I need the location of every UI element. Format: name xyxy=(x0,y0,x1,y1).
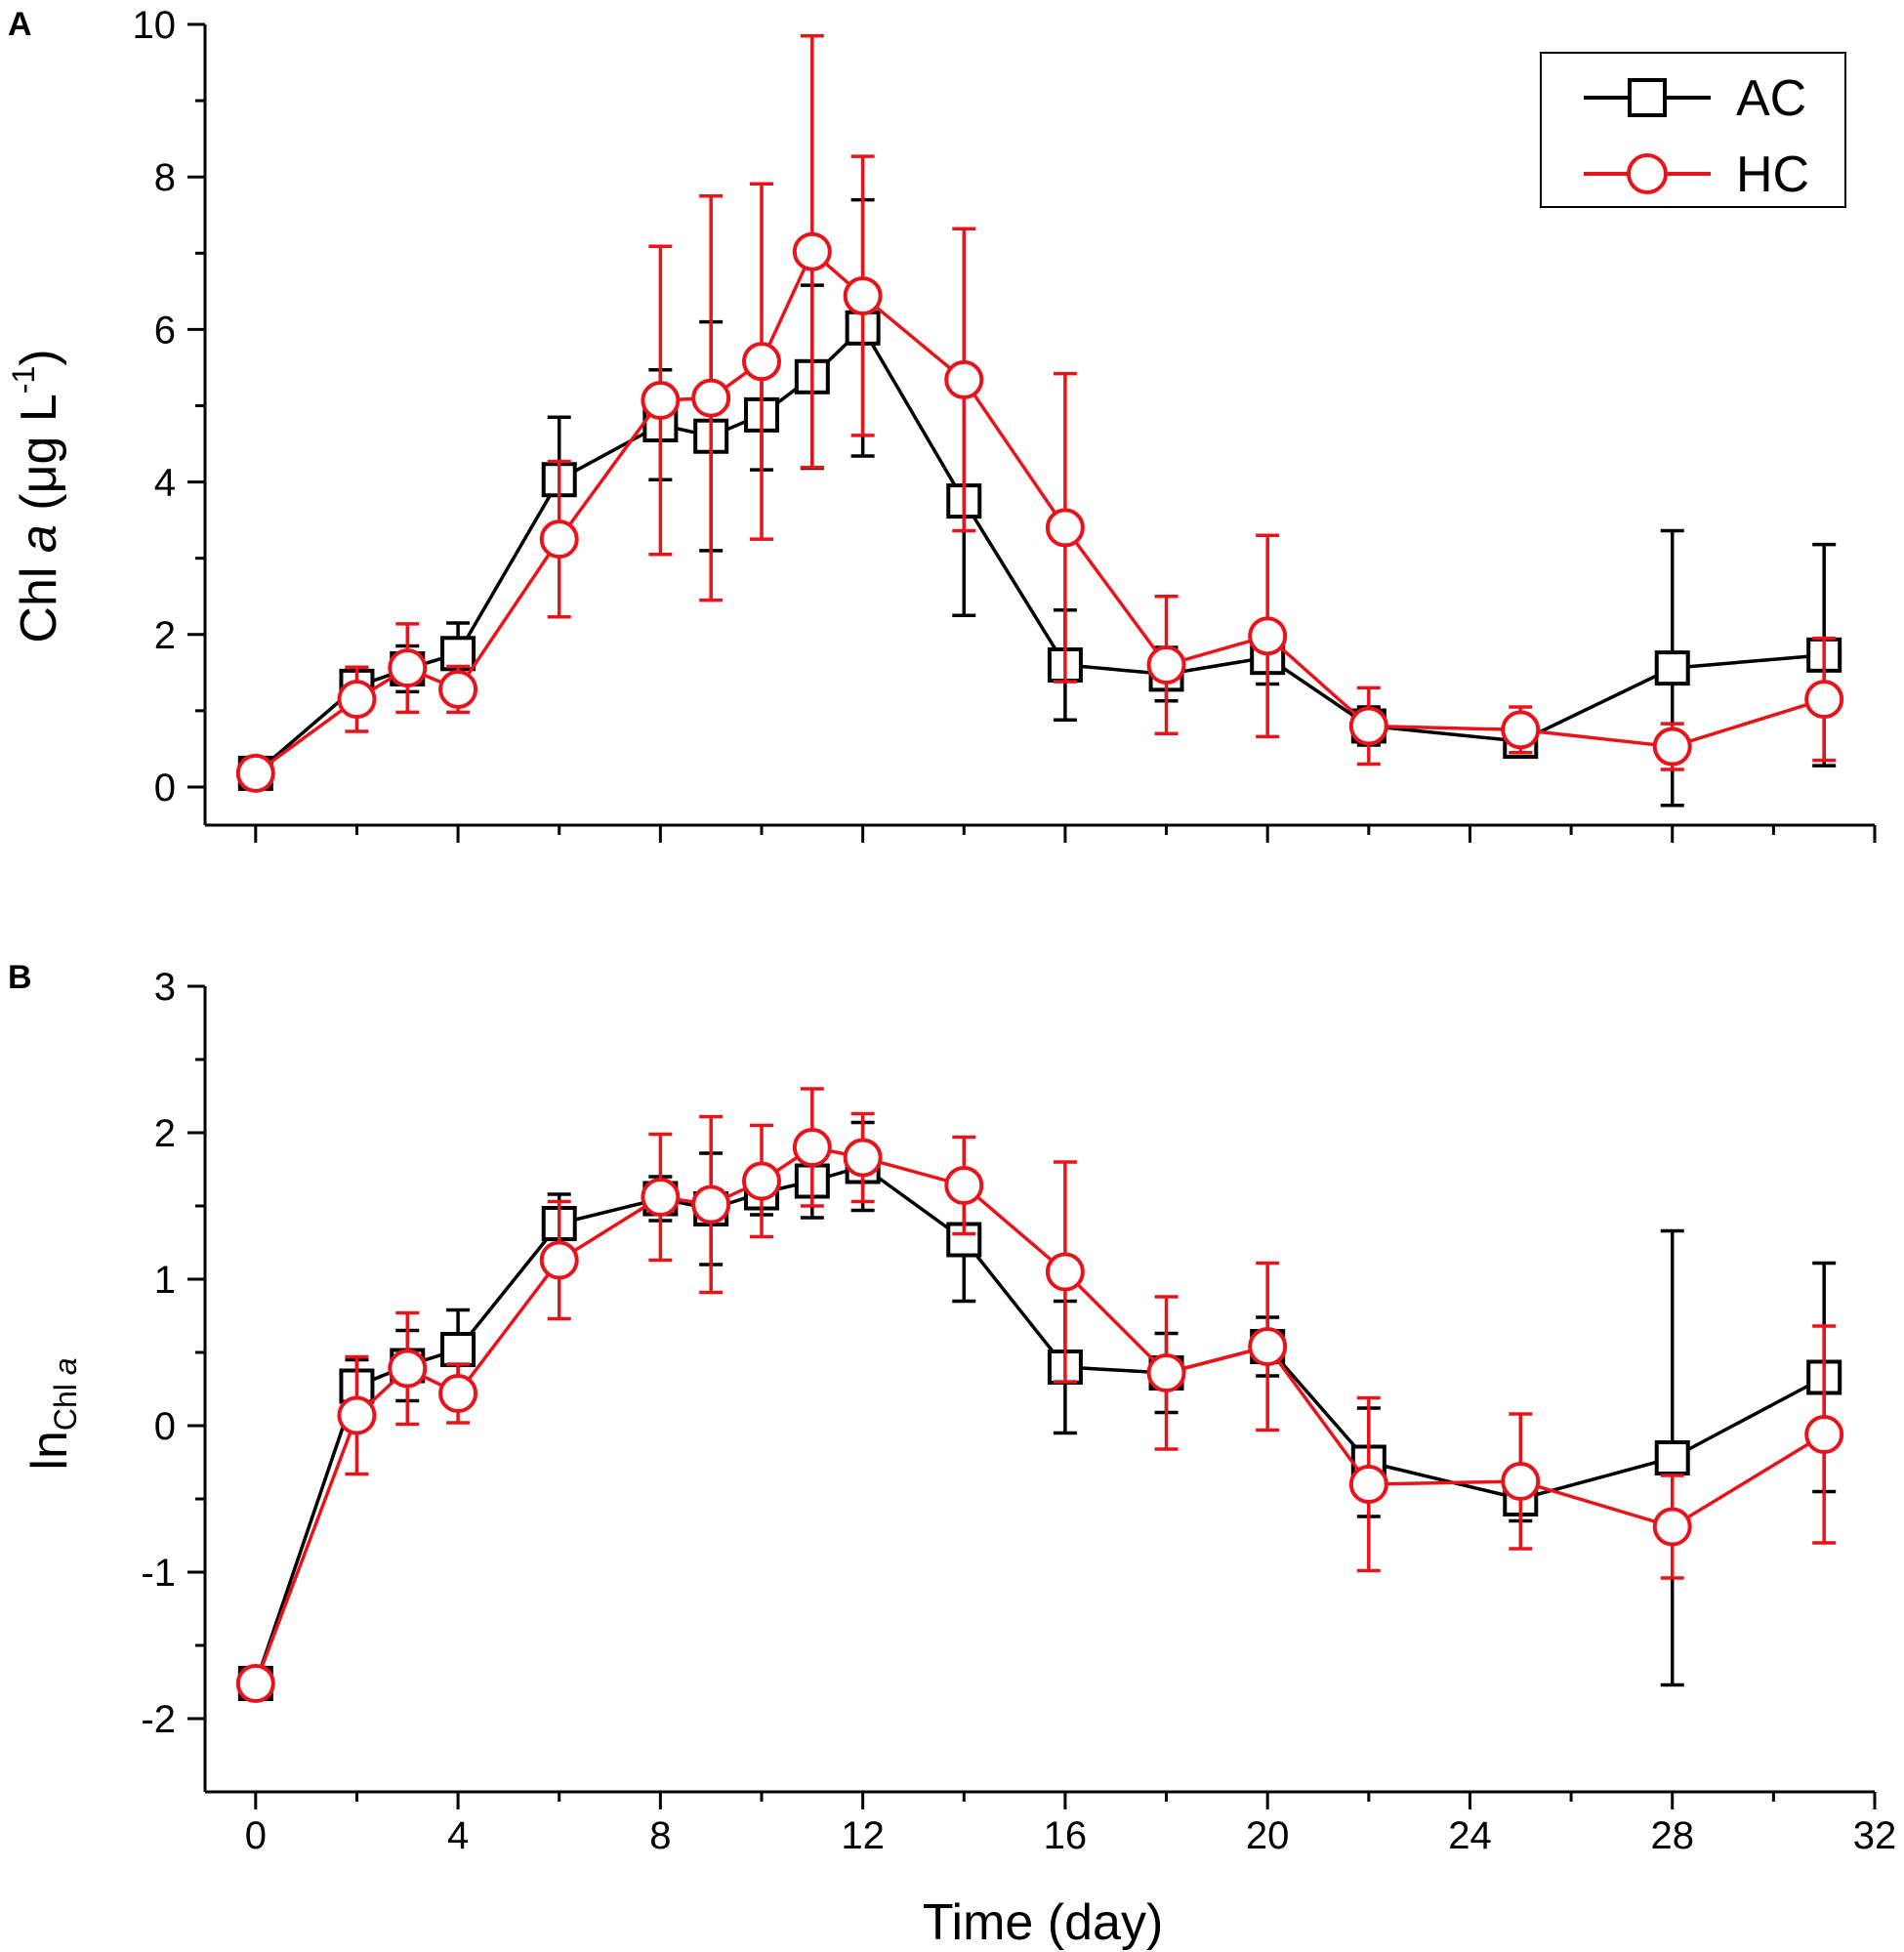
panel-b-x-tick-label: 8 xyxy=(649,1814,671,1857)
data-point xyxy=(235,753,275,793)
panel-b-x-tick-label: 4 xyxy=(447,1814,469,1857)
panel-a-y-axis-title: Chl a (μg L-1) xyxy=(6,349,67,643)
panel-b-y-tick-label: -1 xyxy=(141,1552,176,1595)
data-point xyxy=(1804,1415,1844,1454)
data-point xyxy=(742,1161,781,1201)
panel-b-x-tick-label: 0 xyxy=(245,1814,267,1857)
data-point xyxy=(1045,508,1085,548)
data-point xyxy=(539,1240,579,1280)
data-point xyxy=(440,636,476,672)
panel-b-y-tick-label: -2 xyxy=(141,1698,176,1741)
panel-b-ylabel-sub-prefix: Chl xyxy=(48,1375,83,1431)
data-point xyxy=(438,669,478,709)
panel-b-x-tick-label: 20 xyxy=(1246,1814,1290,1857)
data-point xyxy=(641,1178,681,1217)
panel-a-series-hc xyxy=(235,33,1844,793)
panel-b-x-tick-label: 28 xyxy=(1650,1814,1694,1857)
panel-a-y-tick-label: 10 xyxy=(133,4,177,47)
data-point xyxy=(691,378,731,418)
data-point xyxy=(1146,645,1186,685)
panel-b-x-tick-label: 24 xyxy=(1448,1814,1492,1857)
panel-a-label: A xyxy=(8,6,32,43)
panel-b-series-hc xyxy=(235,1087,1844,1703)
panel-b-series-ac xyxy=(237,1120,1842,1701)
panel-a-series-ac xyxy=(237,197,1842,808)
legend-hc-marker xyxy=(1627,153,1668,194)
panel-a-ylabel-close: ) xyxy=(11,349,67,365)
data-point xyxy=(1146,1353,1186,1392)
panel-b-ylabel-sub-italic: a xyxy=(48,1357,83,1375)
data-point xyxy=(1248,616,1288,656)
data-point xyxy=(337,1395,377,1435)
panel-a: A 0 2 4 6 8 10 Chl a (μg L-1) AC HC xyxy=(6,4,1877,843)
panel-b-label: B xyxy=(8,959,32,996)
data-point xyxy=(1654,1440,1690,1475)
panel-b-y-tick-label: 3 xyxy=(154,966,176,1009)
legend-hc-label: HC xyxy=(1736,146,1809,203)
data-point xyxy=(641,381,681,421)
panel-b-x-tick-label: 16 xyxy=(1044,1814,1088,1857)
panel-a-ylabel-super: -1 xyxy=(6,366,41,394)
panel-b-y-axis-title: lnChl a xyxy=(21,1357,83,1470)
x-axis-title: Time (day) xyxy=(923,1894,1164,1951)
legend-ac-label: AC xyxy=(1736,70,1806,127)
data-point xyxy=(1348,706,1388,746)
series-line xyxy=(254,1145,1826,1684)
data-point xyxy=(742,342,781,382)
data-point xyxy=(691,1184,731,1225)
data-point xyxy=(1501,1462,1541,1501)
panel-a-ylabel-italic: a xyxy=(11,524,67,553)
panel-a-y-tick-label: 2 xyxy=(154,614,176,657)
data-point xyxy=(1348,1465,1388,1504)
panel-b-y-tick-label: 2 xyxy=(154,1112,176,1155)
data-point xyxy=(1248,1327,1288,1366)
data-point xyxy=(843,1138,883,1178)
legend: AC HC xyxy=(1540,52,1846,208)
data-point xyxy=(388,1349,428,1389)
panel-a-ylabel-prefix: Chl xyxy=(11,553,67,643)
legend-box xyxy=(1540,52,1846,208)
data-point xyxy=(792,1128,832,1167)
data-point xyxy=(944,359,984,399)
data-point xyxy=(1652,727,1692,767)
panel-a-y-tick-label: 6 xyxy=(154,309,176,352)
data-point xyxy=(235,1664,275,1703)
panel-b-x-tick-label: 32 xyxy=(1853,1814,1897,1857)
panel-a-y-tick-label: 0 xyxy=(154,767,176,810)
data-point xyxy=(1501,710,1541,750)
panel-a-ylabel-suffix: (μg L xyxy=(11,394,67,524)
panel-a-y-tick-label: 8 xyxy=(154,156,176,199)
data-point xyxy=(337,680,377,720)
data-point xyxy=(843,276,883,316)
series-line xyxy=(254,1164,1826,1684)
panel-b-y-tick-label: 0 xyxy=(154,1405,176,1448)
panel-b-x-tick-label: 12 xyxy=(841,1814,885,1857)
data-point xyxy=(1652,1507,1692,1547)
data-point xyxy=(792,231,832,271)
data-point xyxy=(1804,680,1844,720)
plot-a: 0 2 4 6 8 10 xyxy=(133,4,1877,843)
series-line xyxy=(254,325,1825,775)
data-point xyxy=(438,1374,478,1413)
data-point xyxy=(1654,650,1690,686)
data-point xyxy=(388,648,428,688)
data-point xyxy=(440,1332,476,1367)
panel-b-ylabel-main: ln xyxy=(21,1431,78,1470)
series-line xyxy=(254,248,1825,775)
legend-ac-marker xyxy=(1628,78,1667,117)
data-point xyxy=(1045,1252,1085,1292)
panel-a-y-tick-label: 4 xyxy=(154,462,176,505)
data-point xyxy=(944,1166,984,1205)
data-point xyxy=(539,519,579,560)
panel-b-y-tick-label: 1 xyxy=(154,1259,176,1302)
